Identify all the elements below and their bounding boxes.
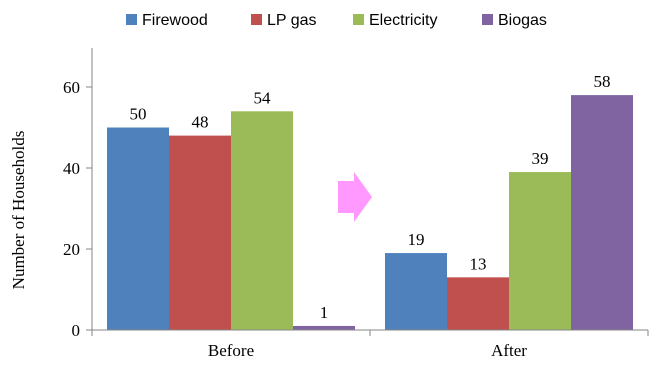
x-tick-label: After [491,341,527,360]
data-label: 50 [130,105,147,124]
bar-lp-gas-before [169,135,231,330]
y-tick-label: 60 [63,78,80,97]
x-axis-ticks: Before After [91,330,649,360]
bar-lp-gas-after [447,277,509,330]
data-label: 54 [254,88,272,107]
bar-electricity-after [509,172,571,330]
bar-electricity-before [231,111,293,330]
y-tick-label: 0 [72,321,81,340]
legend: Firewood LP gas Electricity Biogas [126,12,547,29]
bar-biogas-before [293,325,355,330]
legend-label: Electricity [369,12,437,29]
legend-swatch [482,14,493,25]
y-axis-ticks: 0 20 40 60 [63,78,92,340]
data-label: 48 [192,113,209,132]
y-axis-label: Number of Households [9,131,28,290]
data-label: 1 [320,303,329,322]
legend-swatch [126,14,137,25]
right-arrow-icon [338,172,372,222]
y-tick-label: 20 [63,240,80,259]
legend-label: Biogas [498,12,547,29]
bar-biogas-after [571,95,633,330]
data-label: 19 [408,230,425,249]
x-tick-label: Before [208,341,254,360]
bar-firewood-before [107,127,169,330]
data-label: 58 [594,72,611,91]
data-label: 39 [532,149,549,168]
legend-label: LP gas [267,12,317,29]
bar-firewood-after [385,253,447,330]
y-tick-label: 40 [63,159,80,178]
legend-swatch [251,14,262,25]
data-labels: 50 48 54 1 19 13 39 58 [130,72,611,322]
legend-label: Firewood [142,12,208,29]
bars [107,95,633,330]
data-label: 13 [470,254,487,273]
legend-swatch [353,14,364,25]
